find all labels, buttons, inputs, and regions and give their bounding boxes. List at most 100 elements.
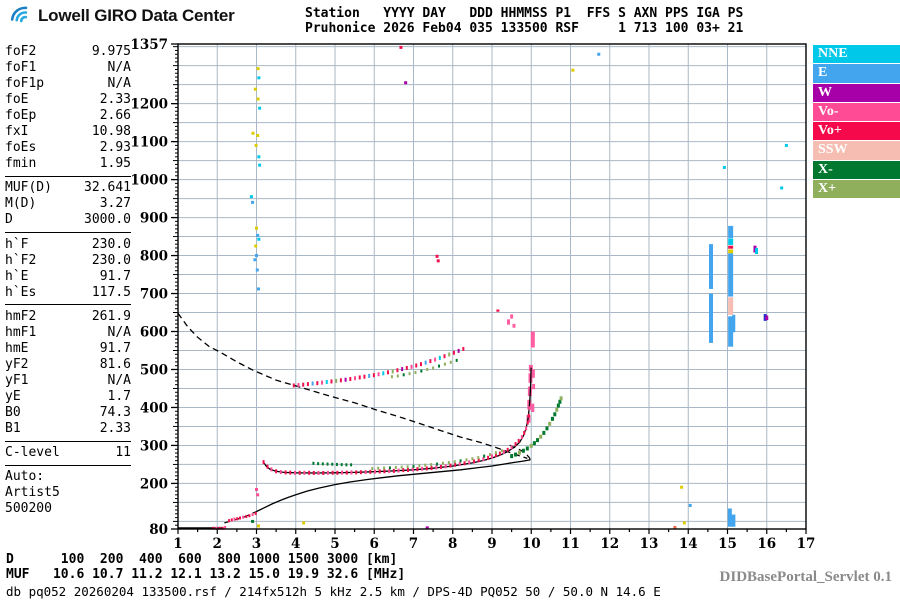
- o-trace-f-echoes-dot: [416, 467, 419, 472]
- param-row-foes: foEs 2.93: [5, 140, 131, 156]
- param-value: 91.7: [99, 340, 131, 356]
- o-trace-f-echoes-dot: [341, 470, 344, 475]
- param-row-d: D 3000.0: [5, 212, 131, 228]
- x-trace-mid-dot: [483, 454, 486, 458]
- x-axis-label: 1: [173, 536, 182, 552]
- x-trace-mid-dot: [406, 465, 409, 469]
- param-row-ye: yE 1.7: [5, 389, 131, 405]
- o-trace-e-echoes-dot: [239, 516, 242, 520]
- x-axis-label: 13: [640, 536, 659, 552]
- o-trace-f-echoes-dot: [468, 460, 471, 465]
- x-trace-mid-dot: [447, 461, 450, 465]
- muf-row: MUF 10.6 10.7 11.2 12.1 13.2 15.0 19.9 3…: [6, 566, 406, 582]
- legend-item-ssw: SSW: [813, 141, 900, 160]
- x-trace-mid-dot: [371, 467, 374, 471]
- x-trace-mid-dot: [489, 453, 492, 457]
- x-axis-label: 15: [718, 536, 737, 552]
- o-trace-f-echoes-dot: [298, 470, 301, 475]
- param-value: 230.0: [91, 252, 131, 268]
- o-trace-f-echoes-dot: [289, 470, 292, 475]
- o-trace-f-echoes-dot: [355, 470, 358, 475]
- second-hop-trace-dot: [419, 362, 422, 367]
- second-hop-trace-dot: [415, 363, 418, 368]
- noise-speck: [256, 524, 260, 528]
- o-trace-f-echoes-dot: [326, 470, 329, 475]
- y-axis-label: 1100: [130, 135, 168, 151]
- second-hop-trace-dot: [368, 373, 371, 378]
- noise-speck: [436, 259, 440, 263]
- noise-bar: [527, 386, 532, 397]
- param-value: 2.33: [99, 421, 131, 437]
- noise-speck: [571, 68, 575, 72]
- x-trace-mid-dot: [436, 462, 439, 466]
- second-hop-trace-dot: [344, 377, 347, 382]
- o-trace-f-echoes-dot: [331, 470, 334, 475]
- second-hop-trace-dot: [325, 380, 328, 385]
- second-hop-trace-dot: [410, 364, 413, 369]
- o-trace-f-echoes-dot: [528, 406, 531, 411]
- param-value: 9.975: [91, 44, 131, 59]
- x-trace-low-dot: [331, 462, 334, 466]
- legend-item-x: X-: [813, 160, 900, 180]
- noise-speck: [682, 521, 686, 525]
- second-hop-trace-dot: [330, 379, 333, 384]
- x-trace-low-dot: [312, 461, 315, 465]
- param-value: N/A: [107, 60, 131, 76]
- legend-item-vo: Vo-: [813, 102, 900, 122]
- panel-separator: [5, 232, 131, 234]
- second-hop-trace-dot: [306, 382, 309, 387]
- o-trace-f-echoes-dot: [523, 430, 526, 435]
- noise-bar: [527, 399, 532, 410]
- noise-bar: [526, 415, 531, 423]
- param-label: Auto:: [5, 469, 45, 485]
- o-trace-f-echoes-dot: [458, 462, 461, 467]
- second-hop-trace-dot: [452, 350, 455, 355]
- noise-bar: [728, 316, 734, 347]
- second-hop-trace-dot: [438, 355, 441, 360]
- second-hop-trace-dot: [429, 359, 432, 364]
- o-trace-fit: [263, 367, 532, 474]
- x-trace-low-dot: [321, 462, 324, 466]
- x-trace-mid-dot: [477, 456, 480, 460]
- second-hop-x-dot: [449, 360, 452, 364]
- second-hop-trace-dot: [321, 380, 324, 385]
- second-hop-trace-dot: [396, 368, 399, 373]
- noise-speck: [256, 134, 260, 138]
- param-row-b1: B1 2.33: [5, 421, 131, 437]
- o-trace-f-echoes-dot: [411, 467, 414, 472]
- y-axis-label: 300: [140, 438, 168, 454]
- param-row-auto: Auto:: [5, 469, 131, 485]
- param-row-fof1p: foF1p N/A: [5, 76, 131, 92]
- noise-speck: [249, 195, 253, 199]
- o-trace-f-echoes-dot: [525, 426, 528, 431]
- noise-speck: [780, 186, 784, 190]
- param-value: 261.9: [91, 308, 131, 324]
- noise-speck: [255, 268, 259, 272]
- second-hop-x-dot: [402, 373, 405, 377]
- noise-bar: [709, 293, 714, 343]
- x-trace-cusp-dot: [555, 407, 559, 412]
- o-trace-f-echoes-dot: [336, 470, 339, 475]
- o-trace-f-echoes-dot: [284, 470, 287, 475]
- profile-topside: [508, 444, 531, 461]
- second-hop-trace-dot: [311, 381, 314, 386]
- true-height-profile: [256, 459, 531, 513]
- x-trace-mid-dot: [459, 459, 462, 463]
- x-axis-label: 12: [600, 536, 619, 552]
- x-trace-low-dot: [326, 462, 329, 466]
- param-row-hmf1: hmF1 N/A: [5, 325, 131, 341]
- x-trace-mid-dot: [412, 464, 415, 468]
- noise-bar: [512, 323, 516, 328]
- x-trace-cusp-dot: [517, 450, 521, 455]
- param-label: 500200: [5, 501, 52, 517]
- param-value: 2.93: [99, 140, 131, 156]
- station-info-values: Pruhonice 2026 Feb04 035 133500 RSF 1 71…: [305, 21, 744, 36]
- param-label: h`E: [5, 268, 29, 284]
- second-hop-trace-dot: [354, 376, 357, 381]
- y-axis-label: 1357: [130, 37, 168, 53]
- param-value: 10.98: [91, 124, 131, 140]
- o-trace-e-echoes-dot: [218, 526, 221, 530]
- panel-separator: [5, 304, 131, 306]
- x-trace-mid-dot: [453, 460, 456, 464]
- param-row-foe: foE 2.33: [5, 92, 131, 108]
